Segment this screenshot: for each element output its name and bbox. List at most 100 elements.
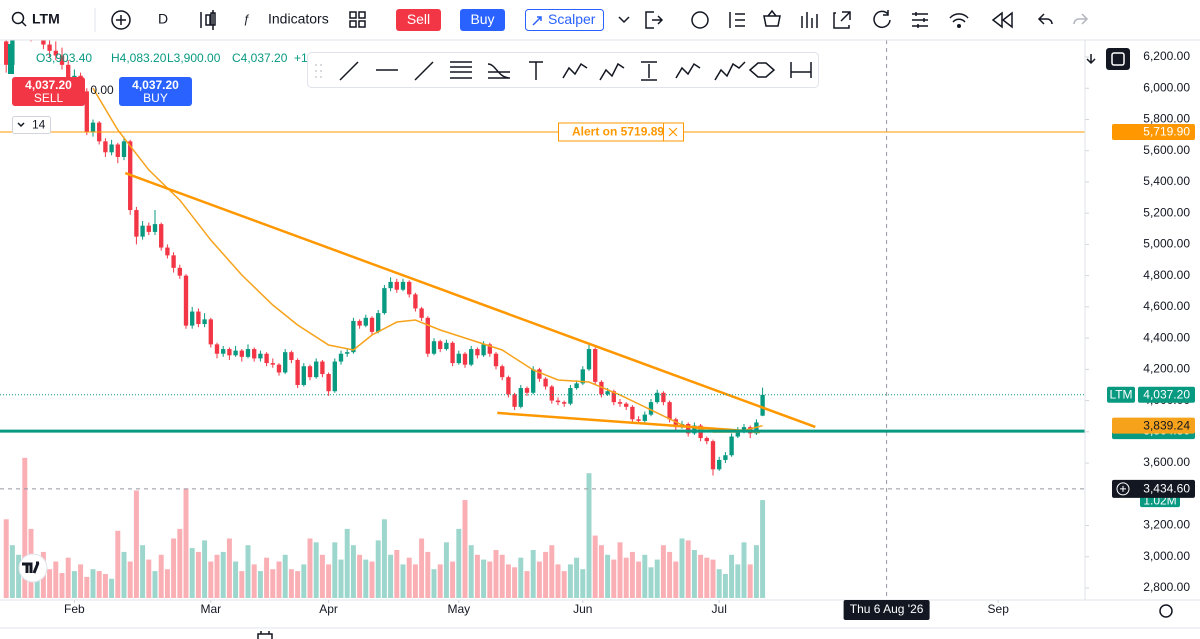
volume-bar <box>127 561 133 598</box>
volume-bar <box>543 551 549 598</box>
interval[interactable]: D <box>158 11 168 27</box>
buy-price: 4,037.20 <box>132 78 179 92</box>
shape-tool[interactable] <box>748 62 776 78</box>
volume-bar <box>437 564 443 598</box>
quantity: 14 <box>32 118 46 132</box>
candle-body <box>221 349 226 354</box>
rewind-icon[interactable] <box>991 11 1013 29</box>
candle-body <box>580 369 585 384</box>
chart-type-icon[interactable] <box>200 10 216 30</box>
volume-bar <box>667 551 673 598</box>
volume-bar <box>22 457 28 598</box>
scalper-button[interactable] <box>525 9 604 31</box>
pitchfork-tool[interactable] <box>487 63 511 79</box>
undo-icon[interactable] <box>1037 13 1053 25</box>
volume-bar <box>567 564 573 598</box>
path-tool[interactable] <box>562 62 588 79</box>
candle-body <box>413 294 418 309</box>
sell-price: 4,037.20 <box>25 78 72 92</box>
dropdown[interactable] <box>618 16 630 24</box>
stream-icon[interactable] <box>949 13 969 23</box>
spread: 0.00 <box>90 83 114 97</box>
range-tool[interactable] <box>790 62 812 78</box>
scroll-button[interactable] <box>1086 54 1096 65</box>
volume-bar <box>171 538 177 598</box>
volume-bar <box>140 545 146 598</box>
refresh-icon[interactable] <box>873 10 891 29</box>
candle-body <box>295 359 300 385</box>
candle-body <box>314 361 319 378</box>
volume-bar <box>561 571 567 598</box>
candle-body <box>59 55 65 65</box>
candle-body <box>270 363 275 365</box>
buy-order-box[interactable] <box>119 77 192 106</box>
candle-body <box>617 402 623 404</box>
bars-icon[interactable] <box>801 12 818 28</box>
calendar-icon[interactable] <box>257 631 273 639</box>
x-tick-label: Jun <box>573 602 592 616</box>
symbol[interactable]: LTM <box>32 11 60 27</box>
candle-body <box>66 64 71 81</box>
measure-tool[interactable] <box>641 61 657 81</box>
volume-bar <box>623 557 629 598</box>
indicators[interactable]: Indicators <box>268 11 329 27</box>
candle-body <box>624 403 629 407</box>
volume-bar <box>642 554 648 598</box>
candle-body <box>47 44 52 51</box>
pattern-tool[interactable] <box>599 62 625 81</box>
candle-body <box>345 352 350 354</box>
candle-body <box>146 225 151 232</box>
price-tag-box <box>1138 386 1195 403</box>
y-tick-label: 2,800.00 <box>1143 580 1190 594</box>
volume-bar <box>332 542 338 598</box>
basket-icon[interactable] <box>763 9 781 27</box>
candle-body <box>493 353 499 367</box>
text-tool[interactable] <box>529 61 543 80</box>
volume-bar <box>406 557 412 598</box>
drag-handle[interactable] <box>315 64 322 78</box>
volume-bar <box>580 569 586 598</box>
trend-line <box>124 171 816 429</box>
y-tick-label: 4,600.00 <box>1143 299 1190 313</box>
candle-body <box>456 353 461 364</box>
volume-bar <box>276 561 282 598</box>
buy-button[interactable] <box>460 9 505 31</box>
volume-bar <box>109 578 115 598</box>
replay-icon[interactable] <box>729 12 745 28</box>
volume-bar <box>214 554 220 598</box>
y-tick-label: 6,200.00 <box>1143 49 1190 63</box>
alert-icon[interactable] <box>691 11 709 29</box>
candle-body <box>735 431 740 437</box>
quantity-box[interactable] <box>12 116 51 134</box>
elliott-tool[interactable] <box>714 61 746 81</box>
volume-bar <box>549 545 555 598</box>
candle-body <box>469 349 474 365</box>
ray-tool[interactable] <box>414 61 434 81</box>
add-symbol[interactable] <box>111 10 131 30</box>
y-tick-label: 5,600.00 <box>1143 143 1190 157</box>
settings-icon[interactable] <box>912 12 928 28</box>
ma-tag-box <box>1112 417 1195 434</box>
maximize-button[interactable] <box>1106 48 1130 70</box>
fib-tool[interactable] <box>450 61 472 79</box>
volume-bar <box>716 569 722 598</box>
price-axis-labels: 2,800.003,000.003,200.003,600.003,800.00… <box>1085 49 1195 594</box>
volume-bar <box>177 528 183 598</box>
trend-line-tool[interactable] <box>339 61 359 81</box>
layouts-icon[interactable] <box>349 11 366 28</box>
popout-icon[interactable] <box>833 11 851 29</box>
redo-icon[interactable] <box>1073 13 1089 25</box>
sell-button[interactable] <box>396 9 441 31</box>
volume-bar <box>388 554 394 598</box>
sell-order-box[interactable] <box>12 77 85 106</box>
search-icon[interactable] <box>11 11 25 25</box>
volume-bar <box>747 564 753 598</box>
volume-bar <box>84 576 90 598</box>
volume-bar <box>605 554 611 598</box>
settings-gear[interactable] <box>1159 604 1173 618</box>
candle-body <box>444 342 449 350</box>
exit-icon[interactable] <box>645 11 664 29</box>
abcd-tool[interactable] <box>675 62 701 79</box>
symbol-tag-box <box>1107 386 1135 403</box>
